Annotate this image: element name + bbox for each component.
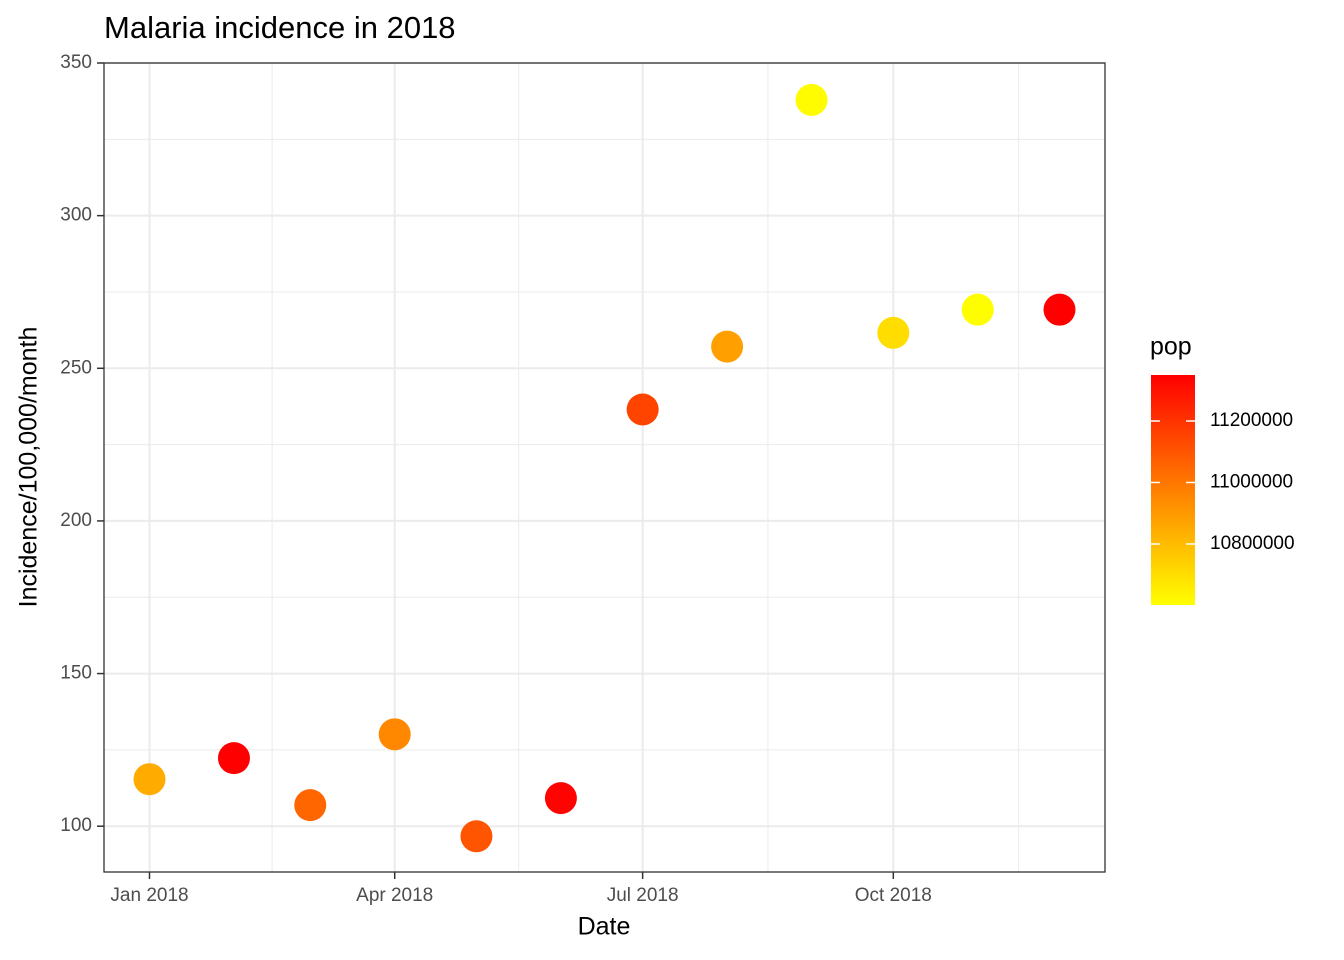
colorbar-label: 10800000 (1210, 533, 1295, 554)
colorbar (1151, 375, 1195, 605)
point (133, 763, 166, 796)
x-tick-label: Apr 2018 (356, 885, 433, 906)
colorbar-label: 11200000 (1210, 410, 1293, 431)
point (544, 782, 577, 815)
point (711, 330, 744, 363)
y-axis-title: Incidence/100,000/month (15, 327, 43, 608)
panel-border (103, 62, 1106, 873)
point (961, 293, 994, 326)
x-tick-label: Jul 2018 (607, 885, 679, 906)
colorbar-label: 11000000 (1210, 472, 1293, 493)
x-tick-label: Jan 2018 (110, 885, 188, 906)
y-tick-label: 250 (60, 357, 92, 378)
point (294, 789, 327, 822)
y-tick-label: 100 (60, 815, 92, 836)
point (1043, 293, 1076, 326)
x-axis-title: Date (578, 913, 631, 941)
y-tick-label: 300 (60, 205, 92, 226)
chart-title: Malaria incidence in 2018 (104, 10, 456, 45)
x-tick-label: Oct 2018 (855, 885, 932, 906)
point (795, 83, 828, 116)
point (378, 718, 411, 751)
legend-title: pop (1150, 333, 1192, 361)
point (217, 742, 250, 775)
point (460, 820, 493, 853)
y-tick-label: 350 (60, 52, 92, 73)
point (877, 316, 910, 349)
y-tick-label: 200 (60, 510, 92, 531)
y-tick-label: 150 (60, 663, 92, 684)
point (626, 393, 659, 426)
